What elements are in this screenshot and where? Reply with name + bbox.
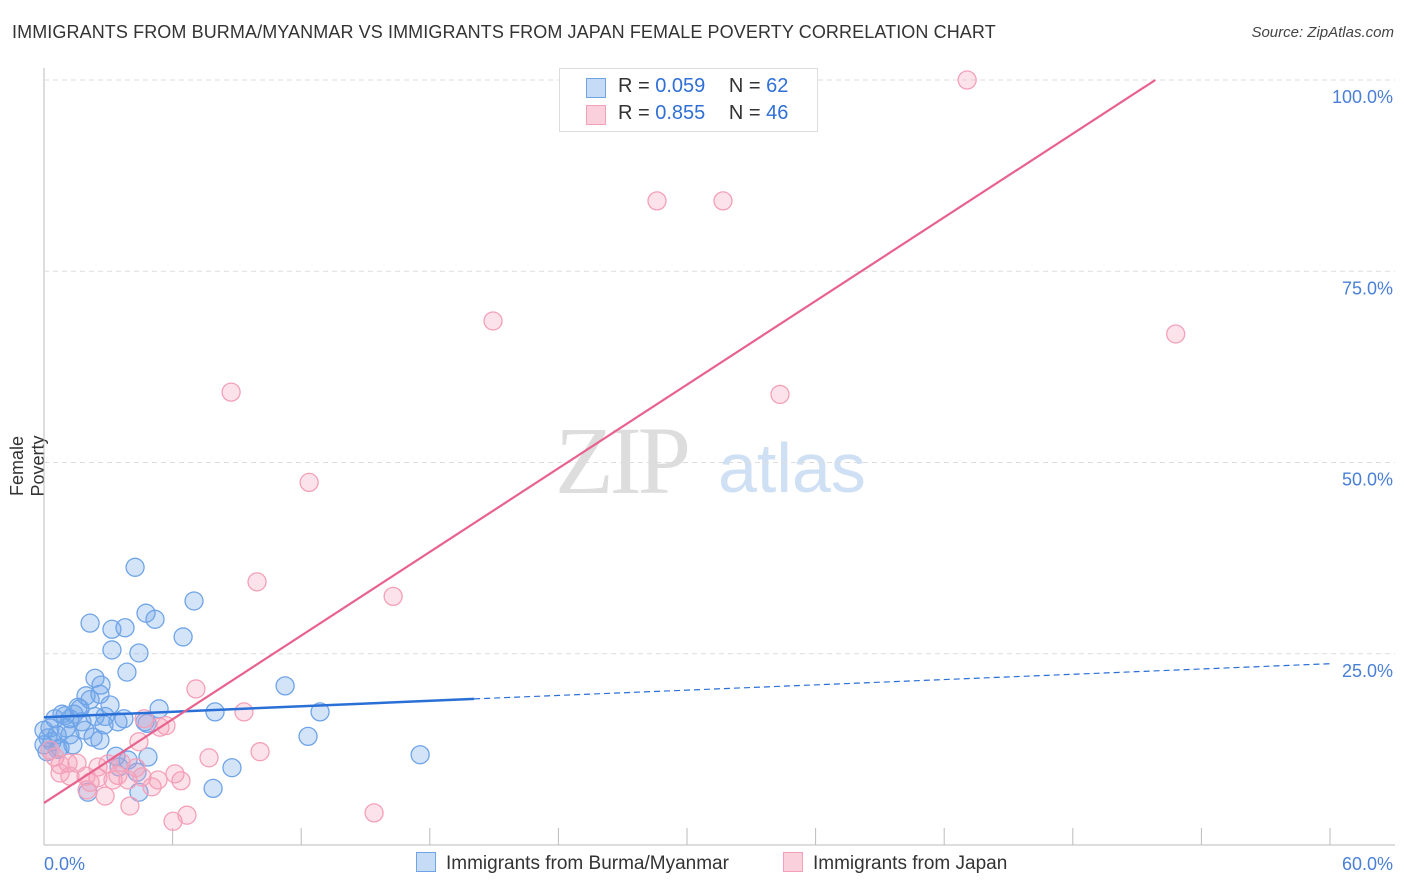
point-burma (102, 640, 122, 660)
point-burma (184, 591, 204, 611)
trend-line-burma-extension (474, 663, 1331, 700)
point-japan (364, 803, 384, 823)
point-japan (713, 191, 733, 211)
point-burma (125, 557, 145, 577)
point-burma (222, 758, 242, 778)
point-japan (50, 755, 70, 775)
point-japan (234, 702, 254, 722)
point-burma (410, 745, 430, 765)
legend-box: R = 0.059 N = 62 R = 0.855 N = 46 (559, 68, 818, 132)
point-japan (120, 796, 140, 816)
point-burma (129, 643, 149, 663)
point-japan (250, 742, 270, 762)
legend-label-burma: Immigrants from Burma/Myanmar (446, 853, 729, 874)
point-japan (383, 586, 403, 607)
point-burma (80, 690, 100, 710)
point-japan (247, 572, 267, 592)
point-japan (142, 777, 162, 797)
point-japan (483, 311, 503, 331)
point-burma (90, 684, 110, 704)
y-tick-label: 50.0% (1342, 470, 1393, 490)
point-japan (199, 748, 219, 768)
point-japan (770, 384, 790, 405)
legend-row-burma: R = 0.059 N = 62 (586, 75, 788, 98)
point-burma (145, 609, 165, 629)
point-burma (80, 613, 100, 633)
point-japan (40, 740, 60, 760)
legend-r-label: R = (618, 102, 656, 124)
trend-line-japan (43, 79, 1156, 804)
source-label: Source: ZipAtlas.com (1251, 24, 1394, 41)
point-burma (138, 747, 158, 767)
legend-n-value: 46 (766, 102, 789, 124)
legend-swatch-burma (416, 852, 436, 872)
legend-n-label: N = (728, 102, 767, 124)
point-burma (100, 695, 120, 715)
point-japan (299, 472, 319, 493)
point-burma (60, 725, 80, 745)
legend-row-japan: R = 0.855 N = 46 (586, 102, 788, 125)
watermark-atlas: atlas (718, 429, 866, 507)
x-tick-label: 60.0% (1342, 854, 1393, 874)
legend-swatch-burma (586, 78, 606, 98)
point-burma (115, 618, 135, 638)
legend-n-label: N = (728, 75, 767, 97)
legend-r-value: 0.059 (655, 75, 706, 97)
legend-n-value: 62 (766, 75, 789, 97)
point-burma (203, 778, 223, 799)
watermark: ZIP (555, 407, 691, 514)
point-japan (186, 679, 206, 699)
point-japan (177, 805, 197, 825)
point-burma (275, 676, 295, 696)
bottom-legend-japan: Immigrants from Japan (783, 852, 1007, 875)
point-japan (108, 765, 128, 786)
point-japan (132, 767, 152, 787)
y-tick-label: 100.0% (1332, 87, 1393, 107)
point-burma (34, 720, 54, 740)
bottom-legend-burma: Immigrants from Burma/Myanmar (416, 852, 729, 875)
point-japan (647, 191, 667, 211)
legend-r-label: R = (618, 75, 656, 97)
trend-line-burma (43, 697, 475, 719)
point-japan (221, 382, 241, 402)
y-tick-label: 25.0% (1342, 661, 1393, 681)
point-burma (75, 720, 95, 740)
point-burma (94, 715, 114, 735)
y-tick-label: 75.0% (1342, 278, 1393, 298)
legend-swatch-japan (586, 105, 606, 125)
point-burma (298, 726, 318, 747)
point-japan (95, 786, 115, 806)
point-burma (310, 702, 330, 722)
legend-r-value: 0.855 (655, 102, 706, 124)
point-japan (957, 70, 977, 90)
chart-title: IMMIGRANTS FROM BURMA/MYANMAR VS IMMIGRA… (12, 22, 996, 42)
point-japan (171, 771, 191, 791)
legend-swatch-japan (783, 852, 803, 872)
legend-label-japan: Immigrants from Japan (813, 853, 1008, 874)
x-tick-label: 0.0% (44, 854, 85, 874)
point-burma (117, 662, 137, 682)
point-japan (1166, 324, 1186, 344)
point-burma (205, 702, 225, 722)
point-burma (173, 627, 193, 647)
point-japan (77, 780, 97, 800)
